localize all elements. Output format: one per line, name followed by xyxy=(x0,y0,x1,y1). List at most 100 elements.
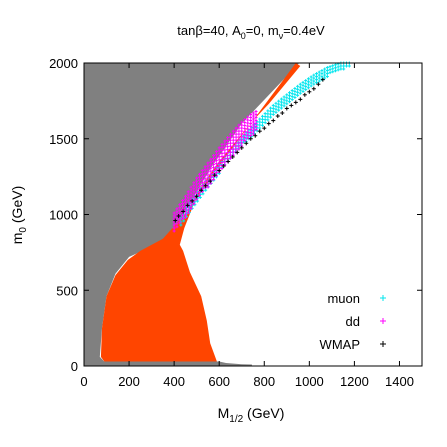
muon-point xyxy=(320,72,324,76)
dd-point xyxy=(197,172,201,176)
dd-point xyxy=(217,152,221,156)
muon-point xyxy=(198,195,202,199)
dd-point xyxy=(178,206,182,210)
WMAP-point xyxy=(289,103,294,108)
dd-point xyxy=(254,109,258,113)
WMAP-point xyxy=(190,198,195,203)
dd-point xyxy=(246,124,250,128)
muon-point xyxy=(282,104,286,108)
dd-point xyxy=(237,129,241,133)
dd-point xyxy=(186,190,190,194)
dd-point xyxy=(206,182,210,186)
dd-point xyxy=(237,138,241,142)
WMAP-point xyxy=(257,129,262,134)
dd-point xyxy=(223,142,227,146)
x-tick-label: 600 xyxy=(208,374,230,389)
dd-point xyxy=(234,129,238,133)
dd-point xyxy=(175,210,179,214)
dd-point xyxy=(217,161,221,165)
muon-point xyxy=(269,115,273,119)
dd-point xyxy=(195,179,199,183)
dd-point xyxy=(234,144,238,148)
muon-point xyxy=(296,87,300,91)
dd-point xyxy=(237,135,241,139)
dd-point xyxy=(200,172,204,176)
muon-point xyxy=(309,84,313,88)
muon-point xyxy=(331,70,335,74)
dd-point xyxy=(197,178,201,182)
muon-point xyxy=(290,89,294,93)
dd-point xyxy=(231,129,235,133)
dd-point xyxy=(172,211,176,215)
dd-point xyxy=(192,193,196,197)
dd-point xyxy=(217,146,221,150)
dd-point xyxy=(209,169,213,173)
dd-point xyxy=(220,154,224,158)
dd-point xyxy=(251,132,255,136)
WMAP-point xyxy=(239,145,244,150)
dd-point xyxy=(214,153,218,157)
dd-point xyxy=(228,156,232,160)
muon-point xyxy=(306,86,310,90)
WMAP-point xyxy=(173,218,178,223)
WMAP-point xyxy=(293,100,298,105)
dd-point xyxy=(200,169,204,173)
dd-point xyxy=(186,199,190,203)
dd-point xyxy=(183,200,187,204)
dd-point xyxy=(209,160,213,164)
dd-point xyxy=(203,174,207,178)
dd-point xyxy=(251,117,255,121)
dd-point xyxy=(209,175,213,179)
muon-point xyxy=(304,82,308,86)
muon-point xyxy=(290,95,294,99)
muon-point xyxy=(269,109,273,113)
dd-point xyxy=(217,149,221,153)
muon-point xyxy=(312,82,316,86)
muon-point xyxy=(309,78,313,82)
muon-point xyxy=(263,115,267,119)
muon-point xyxy=(333,69,337,73)
muon-point xyxy=(306,80,310,84)
dd-point xyxy=(181,213,185,217)
muon-point xyxy=(296,90,300,94)
dd-point xyxy=(183,194,187,198)
WMAP-point xyxy=(266,121,271,126)
dd-point xyxy=(203,165,207,169)
muon-point xyxy=(277,102,281,106)
dd-point xyxy=(228,138,232,142)
dd-point xyxy=(189,188,193,192)
region-excluded-orange xyxy=(100,63,301,362)
dd-point xyxy=(200,181,204,185)
dd-point xyxy=(212,159,216,163)
muon-point xyxy=(317,73,321,77)
muon-point xyxy=(277,99,281,103)
dd-point xyxy=(220,157,224,161)
WMAP-point xyxy=(320,77,325,82)
dd-point xyxy=(195,188,199,192)
dd-point xyxy=(246,118,250,122)
muon-point xyxy=(282,98,286,102)
dd-point xyxy=(223,148,227,152)
muon-point xyxy=(196,199,200,203)
muon-point xyxy=(312,73,316,77)
dd-point xyxy=(189,206,193,210)
dd-point xyxy=(249,134,253,138)
WMAP-point xyxy=(271,118,276,123)
dd-point xyxy=(214,171,218,175)
muon-point xyxy=(258,126,262,130)
y-tick-label: 500 xyxy=(56,283,78,298)
dd-point xyxy=(181,204,185,208)
dd-point xyxy=(246,133,250,137)
muon-point xyxy=(328,65,332,69)
muon-point xyxy=(260,114,264,118)
y-tick-label: 0 xyxy=(71,359,78,374)
dd-point xyxy=(175,216,179,220)
dd-point xyxy=(172,229,176,233)
muon-point xyxy=(288,97,292,101)
dd-point xyxy=(234,132,238,136)
dd-point xyxy=(192,184,196,188)
muon-point xyxy=(266,118,270,122)
dd-point xyxy=(240,126,244,130)
WMAP-point xyxy=(226,159,231,164)
